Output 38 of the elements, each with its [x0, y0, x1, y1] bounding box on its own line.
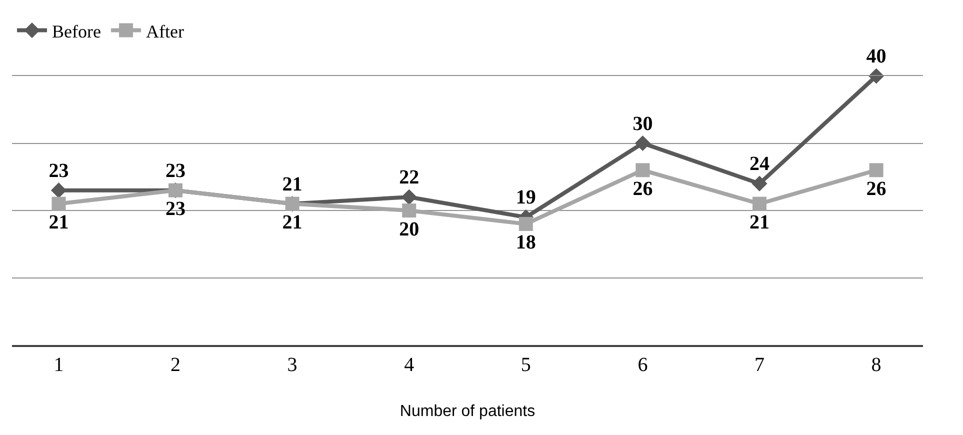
data-label: 26 [632, 178, 653, 200]
data-label: 21 [282, 212, 302, 234]
x-tick-label: 4 [404, 354, 414, 376]
point [752, 196, 766, 211]
data-label: 21 [282, 173, 302, 196]
x-tick-label: 8 [871, 354, 882, 376]
data-label: 21 [48, 212, 69, 234]
data-label: 30 [632, 112, 653, 135]
legend-label: Before [52, 21, 101, 42]
point [401, 189, 417, 205]
point [636, 163, 650, 178]
data-label: 26 [866, 178, 886, 200]
legend-label: After [146, 21, 184, 42]
data-label: 19 [516, 186, 536, 209]
point [402, 204, 416, 218]
data-label: 21 [749, 212, 770, 234]
point [50, 182, 67, 198]
x-tick-label: 2 [170, 354, 181, 376]
data-label: 23 [166, 198, 186, 220]
data-label: 20 [399, 218, 420, 240]
data-label: 24 [749, 153, 770, 176]
point [868, 68, 884, 84]
x-tick-label: 1 [54, 354, 64, 376]
data-label: 23 [48, 160, 69, 182]
x-tick-label: 7 [754, 354, 764, 376]
point [52, 196, 66, 211]
point [634, 135, 650, 152]
data-label: 23 [166, 160, 186, 182]
x-tick-label: 5 [520, 354, 531, 376]
point [518, 216, 533, 231]
point [869, 163, 884, 178]
x-tick-label: 6 [638, 354, 648, 376]
data-label: 40 [866, 46, 886, 68]
data-label: 22 [399, 166, 420, 189]
data-label: 18 [516, 232, 536, 254]
x-axis-title: Number of patients [400, 403, 536, 420]
x-tick-label: 3 [287, 354, 298, 376]
point [752, 176, 768, 192]
